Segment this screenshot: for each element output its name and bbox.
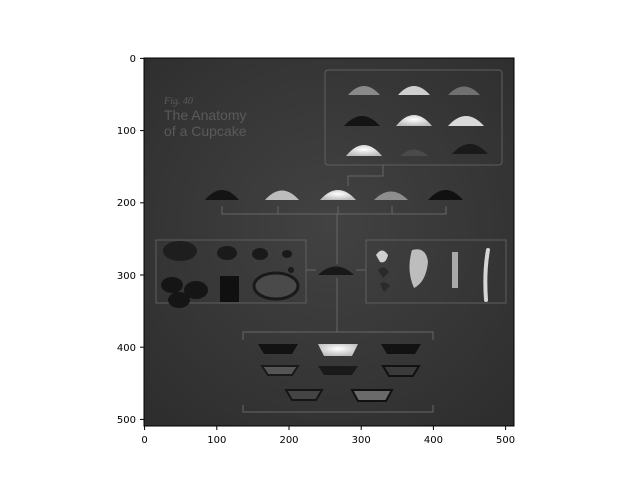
pile-light — [346, 145, 382, 156]
y-axis: 0 100 200 300 400 500 — [117, 54, 144, 426]
x-tick-label: 200 — [279, 435, 298, 446]
mixture-row — [205, 190, 463, 264]
poster-background — [144, 58, 514, 426]
y-tick-label: 400 — [117, 343, 136, 354]
x-tick-label: 0 — [141, 435, 147, 446]
image-area: Fig. 40 The Anatomy of a Cupcake — [144, 58, 514, 426]
pile-dark — [452, 144, 488, 154]
ingredient-grid — [324, 69, 503, 166]
pile-light — [448, 116, 484, 126]
center-mound — [318, 266, 354, 275]
connector-line — [347, 165, 384, 186]
pile-mid — [400, 149, 428, 156]
x-tick-label: 100 — [207, 435, 226, 446]
pile-speckled — [348, 86, 380, 95]
y-tick-label: 500 — [117, 415, 136, 426]
poster-title-line2: of a Cupcake — [164, 123, 247, 139]
axes-frame — [143, 57, 515, 427]
fig-label: Fig. 40 — [163, 96, 193, 107]
pile-speckled — [398, 86, 430, 95]
pile-light — [396, 115, 432, 126]
x-axis: 0 100 200 300 400 500 — [141, 426, 515, 446]
poster-title-line1: The Anatomy — [164, 107, 247, 123]
y-tick-label: 0 — [130, 54, 136, 65]
y-tick-label: 300 — [117, 271, 136, 282]
bottom-group — [242, 278, 434, 413]
x-tick-label: 300 — [352, 435, 371, 446]
left-group — [155, 239, 307, 308]
x-tick-label: 500 — [496, 435, 515, 446]
y-tick-label: 100 — [117, 126, 136, 137]
x-tick-label: 400 — [424, 435, 443, 446]
right-group — [365, 239, 507, 304]
y-tick-label: 200 — [117, 198, 136, 209]
pile-speckled — [448, 86, 480, 95]
pile-dark — [344, 116, 380, 126]
